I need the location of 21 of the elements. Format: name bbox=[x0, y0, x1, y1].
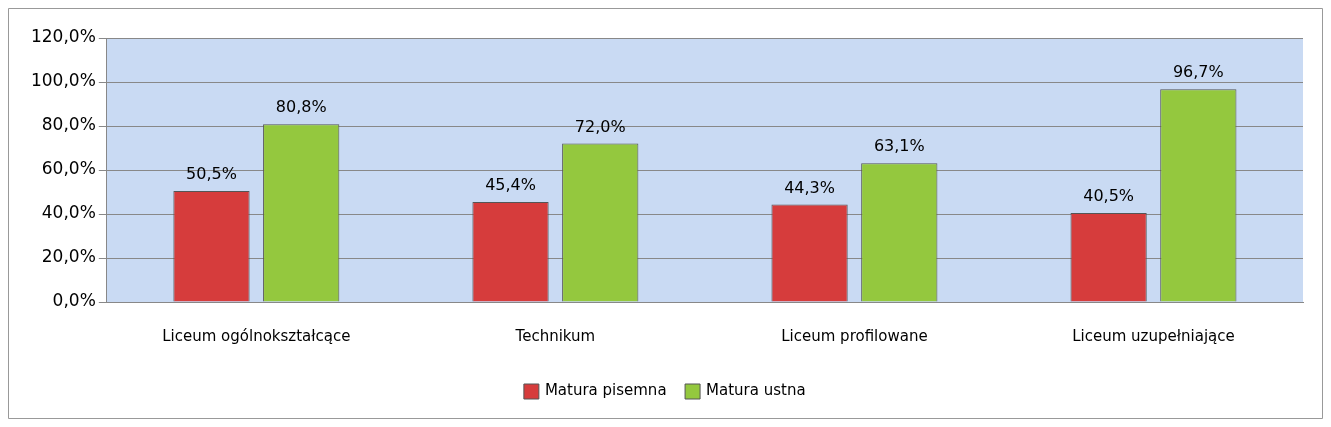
data-label: 44,3% bbox=[784, 177, 835, 197]
y-tick-label: 100,0% bbox=[30, 70, 96, 91]
y-tick-label: 80,0% bbox=[41, 114, 96, 135]
x-tick-label: Liceum uzupełniające bbox=[1072, 326, 1235, 345]
x-tick-label: Liceum profilowane bbox=[781, 326, 928, 345]
y-tick-label: 60,0% bbox=[41, 158, 96, 179]
legend-label: Matura pisemna bbox=[544, 381, 667, 400]
data-label: 96,7% bbox=[1172, 62, 1224, 82]
data-label: 80,8% bbox=[275, 97, 327, 117]
data-label: 50,5% bbox=[186, 164, 237, 184]
legend-label: Matura ustna bbox=[706, 381, 806, 400]
y-tick-label: 40,0% bbox=[41, 202, 96, 223]
y-tick-label: 20,0% bbox=[41, 246, 96, 267]
data-label: 72,0% bbox=[574, 116, 626, 136]
data-label: 40,5% bbox=[1083, 186, 1135, 206]
x-tick-label: Technikum bbox=[514, 326, 596, 345]
data-label: 63,1% bbox=[873, 136, 925, 156]
data-label: 45,4% bbox=[485, 175, 536, 195]
y-tick-label: 120,0% bbox=[30, 26, 96, 47]
y-tick-label: 0,0% bbox=[52, 290, 96, 311]
x-tick-label: Liceum ogólnokształcące bbox=[162, 326, 351, 345]
